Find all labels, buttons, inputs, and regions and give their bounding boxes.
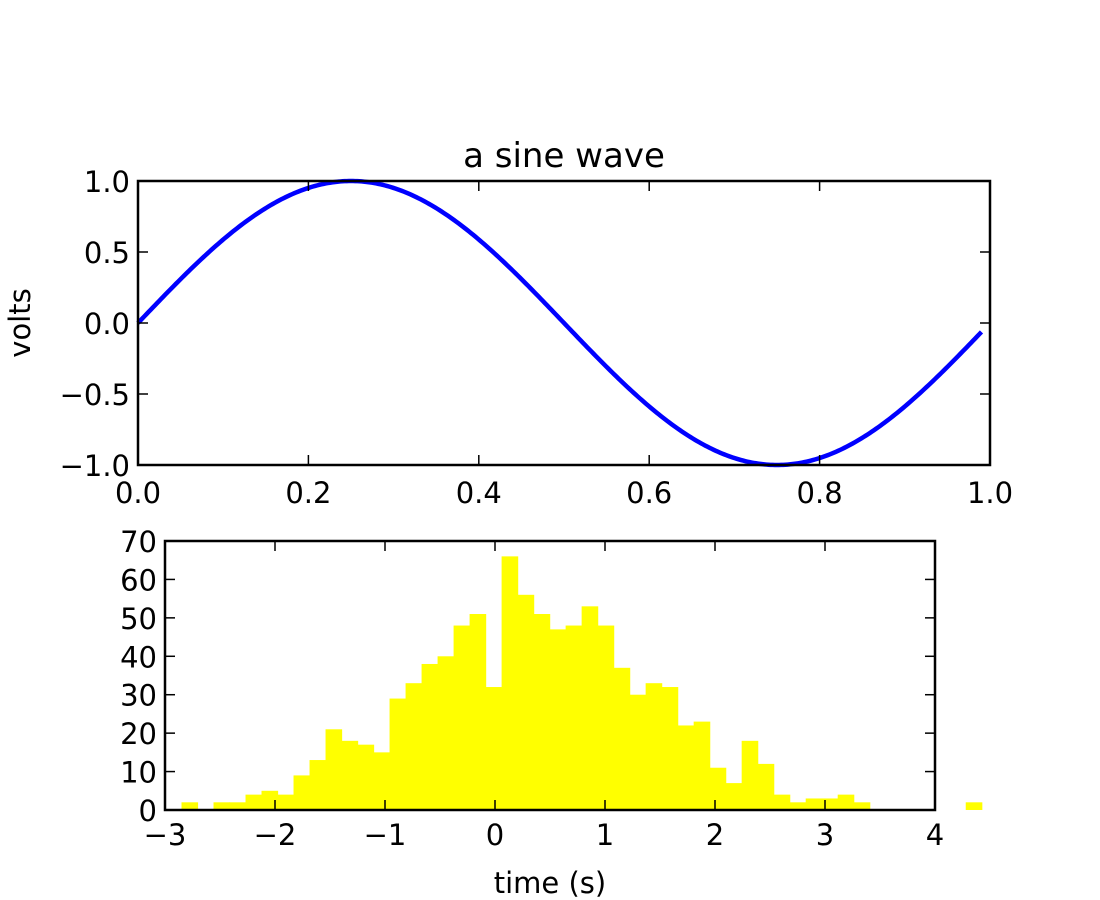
histogram-bar [373, 752, 391, 810]
x-tick-label: −3 [144, 818, 187, 852]
x-tick-label: 0.8 [797, 476, 843, 510]
y-tick-label: 1.0 [84, 165, 130, 199]
y-tick-label: 10 [120, 756, 157, 790]
x-tick-label: 0.6 [626, 476, 672, 510]
histogram-bar [741, 740, 759, 810]
sine-plot-area [136, 178, 984, 468]
x-tick-label: 4 [926, 818, 944, 852]
y-axis-label: volts [3, 288, 37, 357]
sine-chart: a sine wave volts 0.0 0.2 0.4 0.6 0.8 1.01.00… [3, 136, 1013, 510]
histogram-bar [837, 794, 855, 810]
y-tick-label: 50 [120, 602, 157, 636]
histogram-bar [485, 687, 503, 810]
histogram-bar [325, 729, 343, 810]
y-tick-label: 20 [120, 717, 157, 751]
x-tick-label: 1 [596, 818, 614, 852]
histogram-bar [245, 794, 263, 810]
y-tick-label: 70 [120, 525, 157, 559]
y-tick-label: −0.5 [60, 378, 130, 412]
histogram-bar [213, 802, 231, 810]
y-tick-label: 0.0 [84, 307, 130, 341]
histogram-bar [501, 556, 519, 810]
histogram-bar [469, 614, 487, 810]
x-tick-label: −2 [254, 818, 297, 852]
histogram-bar [389, 698, 407, 810]
x-tick-label: 0.4 [456, 476, 502, 510]
histogram-bar [661, 687, 679, 810]
histogram-bar [517, 594, 535, 810]
y-tick-label: 0.5 [84, 236, 130, 270]
histogram-bar [805, 798, 823, 810]
histogram-bar [613, 667, 631, 810]
y-tick-label: 0 [139, 794, 157, 828]
histogram-bar [757, 763, 775, 810]
chart-title: a sine wave [463, 136, 665, 176]
histogram-plot-frame [163, 539, 937, 812]
histogram-bar [821, 798, 839, 810]
histogram-bar [405, 683, 423, 810]
x-tick-label: 0.2 [285, 476, 331, 510]
y-tick-label: 30 [120, 679, 157, 713]
histogram-bar [357, 744, 375, 810]
histogram-bar [677, 725, 695, 810]
histogram-bar [725, 783, 743, 810]
histogram-bar [789, 802, 807, 810]
histogram-bar [773, 794, 791, 810]
histogram-bar [453, 625, 471, 810]
histogram-bar [341, 740, 359, 810]
histogram-bar [581, 606, 599, 810]
histogram-bar [309, 760, 327, 810]
histogram-bar [965, 802, 983, 810]
histogram-bar [261, 790, 279, 810]
histogram-bar [181, 802, 199, 810]
sine-ticks: 0.0 0.2 0.4 0.6 0.8 1.0 1.0 0.5 0.0 −0.5 −1.0 [60, 165, 1013, 510]
histogram-bar [645, 683, 663, 810]
histogram-bar [533, 614, 551, 810]
histogram-bar [277, 794, 295, 810]
y-tick-label: 60 [120, 563, 157, 597]
y-tick-label: −1.0 [60, 449, 130, 483]
sine-line [136, 178, 984, 468]
x-tick-label: 0 [486, 818, 504, 852]
y-tick-label: 40 [120, 640, 157, 674]
x-axis-label: time (s) [494, 866, 606, 900]
x-tick-label: 2 [706, 818, 724, 852]
histogram-bar [549, 629, 567, 810]
histogram-bar [565, 625, 583, 810]
histogram-bar [437, 656, 455, 810]
histogram-bar [709, 767, 727, 810]
histogram-bar [693, 721, 711, 810]
histogram-bar [853, 802, 871, 810]
x-tick-label: −1 [364, 818, 407, 852]
histogram-bar [629, 694, 647, 810]
histogram-bar [421, 663, 439, 810]
histogram-plot-area [181, 556, 983, 810]
x-tick-label: 0.0 [115, 476, 161, 510]
x-tick-label: 1.0 [967, 476, 1013, 510]
histogram-bar [229, 802, 247, 810]
histogram-bar [597, 625, 615, 810]
histogram-bar [293, 775, 311, 810]
x-tick-label: 3 [816, 818, 834, 852]
